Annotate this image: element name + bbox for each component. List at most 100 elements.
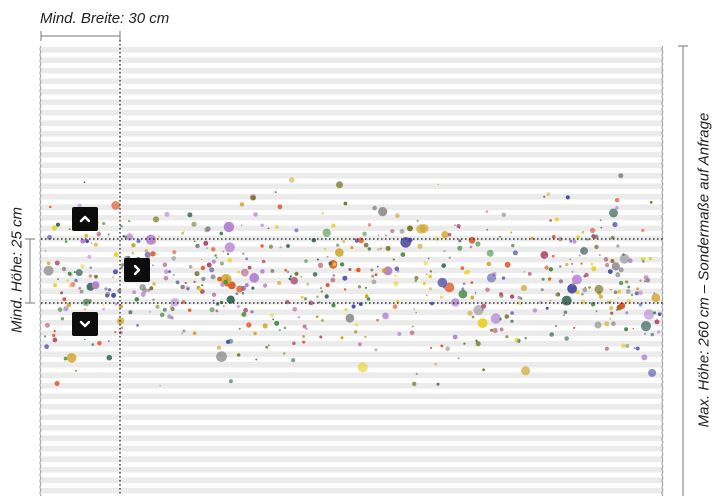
speckle [251,195,256,201]
speckle [73,271,76,274]
speckle [54,381,60,386]
speckle [554,324,558,328]
speckle [340,336,344,340]
speckle [168,270,171,273]
speckle [427,257,430,260]
chevron-up-icon [79,215,91,223]
speckle [323,247,327,251]
speckle [216,351,227,362]
speckle [47,234,52,240]
speckle [260,223,264,227]
speckle [206,262,212,268]
speckle [551,254,555,258]
speckle [88,274,93,278]
move-right-button[interactable] [124,258,150,282]
speckle [486,273,497,283]
speckle [377,248,380,251]
speckle [197,287,202,291]
speckle [390,229,395,234]
speckle [237,353,241,357]
speckle [436,382,440,386]
speckle [551,235,556,239]
speckle [385,234,387,237]
speckle [618,280,624,286]
speckle [641,228,645,233]
speckle [227,281,236,290]
speckle [274,225,279,230]
speckle [150,251,156,257]
speckle [458,289,468,299]
speckle [400,252,406,257]
speckle [96,231,102,237]
speckle [591,266,597,272]
speckle [364,286,367,289]
speckle [392,304,398,309]
speckle [89,266,93,270]
speckle [78,286,82,290]
speckle [260,244,264,248]
speckle [227,257,233,263]
speckle [482,368,485,372]
speckle [322,228,331,237]
speckle [598,254,601,256]
speckle [448,256,451,259]
speckle [615,272,621,278]
speckle [624,280,629,284]
speckle [625,344,630,348]
speckle [541,277,545,281]
speckle [520,284,528,291]
speckle [289,177,295,183]
fabric-edge-left [39,45,42,496]
speckle [94,274,98,279]
speckle [548,279,551,282]
move-down-button[interactable] [72,312,98,336]
speckle [149,311,151,313]
speckle [311,238,316,243]
speckle [607,269,613,274]
speckle [97,341,102,346]
speckle [226,295,235,304]
speckle [355,323,359,327]
speckle [120,266,123,269]
speckle [211,259,216,264]
speckle [396,299,400,303]
speckle [583,274,586,278]
speckle [244,283,249,288]
speckle [351,304,356,309]
speckle [331,303,336,308]
speckle [524,337,527,340]
speckle [192,331,197,336]
speckle [121,263,125,267]
speckle [302,340,306,344]
speckle [67,271,72,276]
speckle [270,269,275,273]
speckle [170,306,175,312]
speckle [75,369,78,372]
speckle [644,280,646,283]
fabric-speckles [43,173,662,387]
speckle [288,277,292,281]
speckle [325,283,330,288]
speckle [201,276,206,282]
speckle [471,315,475,319]
speckle [473,305,484,316]
speckle [145,234,156,245]
speckle [277,281,282,285]
speckle [599,219,602,222]
speckle [509,294,515,299]
speckle [532,308,538,313]
speckle [567,283,577,294]
speckle [564,336,569,341]
speckle [426,294,428,297]
speckle [184,281,187,285]
speckle [239,202,245,207]
move-up-button[interactable] [72,207,98,231]
speckle [624,327,629,332]
speckle [308,300,314,306]
speckle [594,284,604,294]
speckle [286,270,290,274]
speckle [565,262,569,267]
speckle [355,239,359,243]
speckle [214,254,217,257]
speckle [372,205,377,211]
